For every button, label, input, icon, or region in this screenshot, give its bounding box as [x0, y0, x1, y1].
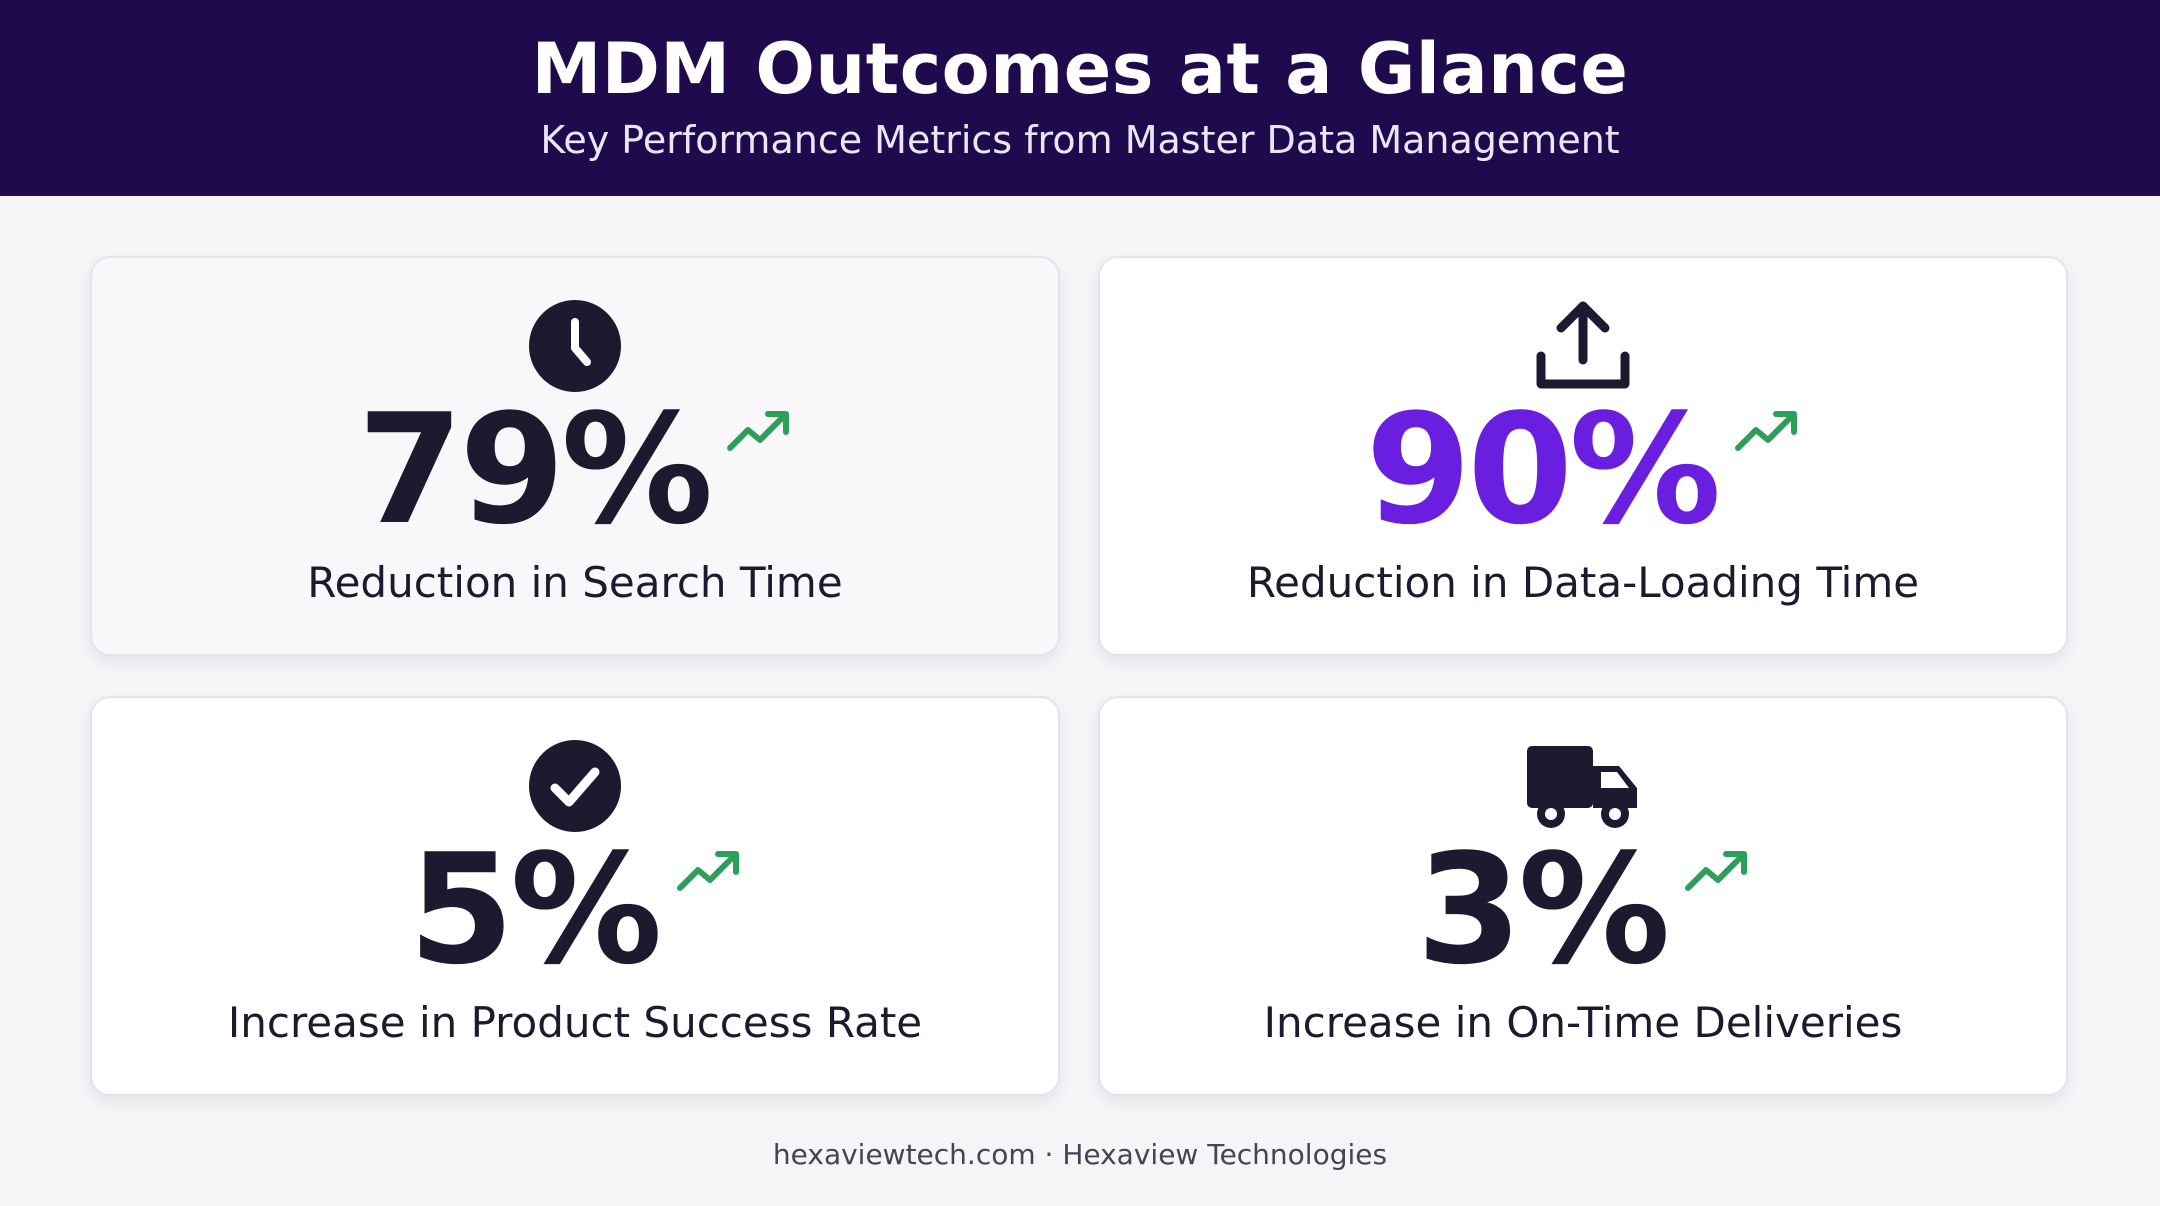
- clock-icon: [529, 300, 621, 392]
- trending-up-icon: [727, 411, 790, 451]
- metric-value: 5%: [408, 821, 662, 998]
- upload-icon: [1536, 301, 1630, 389]
- trending-up-icon: [676, 851, 739, 891]
- metric-value: 79%: [357, 381, 714, 558]
- metric-card-on-time-deliveries: 3% Increase in On-Time Deliveries: [1098, 696, 2068, 1096]
- metric-value: 90%: [1365, 381, 1722, 558]
- trending-up-icon: [1735, 411, 1798, 451]
- metric-label: Increase in Product Success Rate: [227, 998, 923, 1047]
- trending-up-icon: [1684, 851, 1747, 891]
- page-title: MDM Outcomes at a Glance: [531, 28, 1629, 110]
- header-banner: MDM Outcomes at a Glance Key Performance…: [0, 0, 2160, 196]
- metric-card-data-loading-time: 90% Reduction in Data-Loading Time: [1098, 256, 2068, 656]
- footer-credit: hexaviewtech.com · Hexaview Technologies: [772, 1138, 1388, 1171]
- metric-label: Increase in On-Time Deliveries: [1263, 998, 1903, 1047]
- metric-label: Reduction in Data-Loading Time: [1246, 558, 1920, 607]
- truck-icon: [1527, 746, 1637, 828]
- metric-card-search-time: 79% Reduction in Search Time: [90, 256, 1060, 656]
- metric-card-product-success-rate: 5% Increase in Product Success Rate: [90, 696, 1060, 1096]
- check-circle-icon: [529, 740, 621, 832]
- metric-label: Reduction in Search Time: [307, 558, 843, 607]
- page-subtitle: Key Performance Metrics from Master Data…: [540, 118, 1620, 162]
- metric-value: 3%: [1416, 821, 1670, 998]
